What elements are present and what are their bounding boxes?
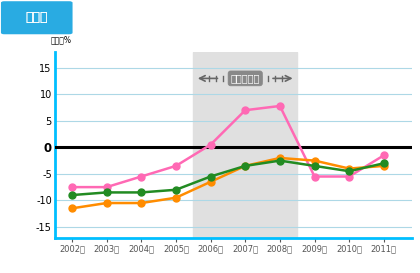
FancyBboxPatch shape xyxy=(1,1,73,34)
Bar xyxy=(193,52,297,238)
Text: 単位：%: 単位：% xyxy=(51,35,72,44)
Text: ミニバブル: ミニバブル xyxy=(231,73,260,83)
Text: 商業地: 商業地 xyxy=(26,11,48,24)
Text: 商業地: 商業地 xyxy=(26,11,48,24)
